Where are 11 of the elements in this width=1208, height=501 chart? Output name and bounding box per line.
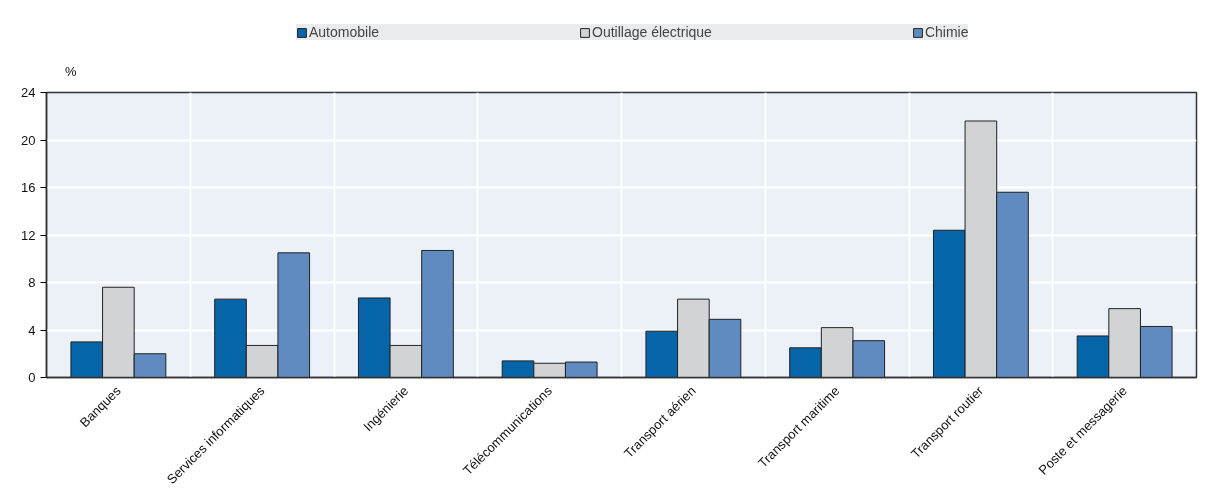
legend-label: Chimie	[924, 24, 969, 40]
y-tick-label: 16	[21, 180, 36, 195]
legend-label: Outillage électrique	[592, 24, 712, 40]
y-tick-label: 24	[21, 85, 36, 100]
y-axis-title: %	[64, 63, 77, 79]
y-tick-label: 12	[21, 227, 36, 243]
y-tick-label: 4	[28, 322, 36, 338]
legend-label: Automobile	[309, 24, 380, 40]
y-tick-label: 8	[28, 275, 36, 290]
y-tick-label: 20	[21, 132, 36, 148]
y-tick-label: 0	[28, 370, 36, 385]
